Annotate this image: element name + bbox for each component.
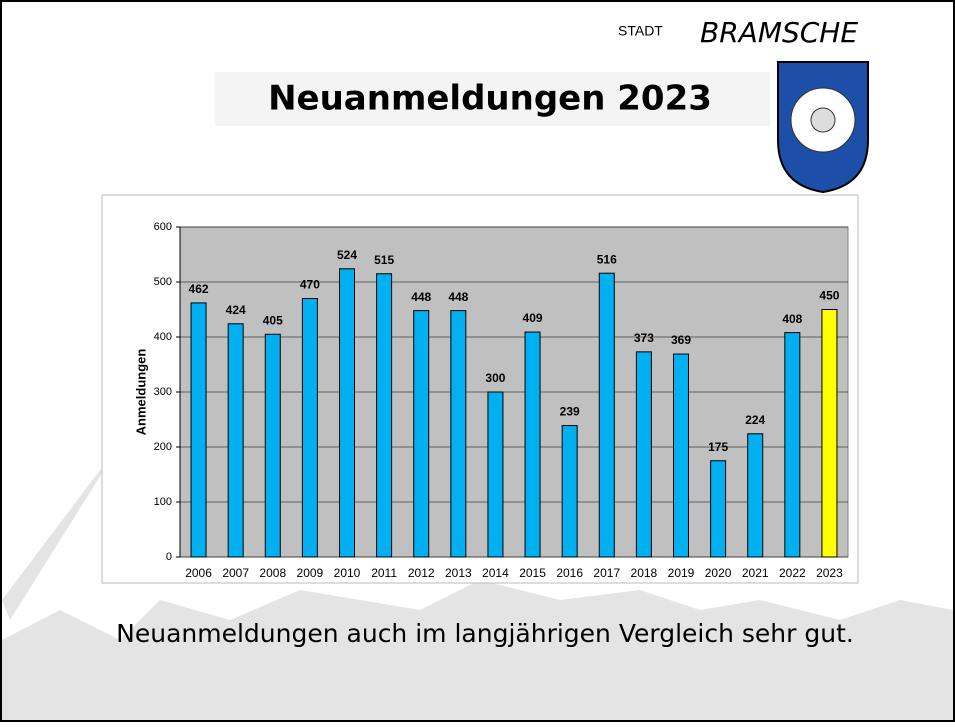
- x-tick-label: 2014: [482, 566, 509, 580]
- bar: [821, 309, 838, 558]
- data-label: 408: [782, 312, 802, 326]
- x-tick-label: 2007: [222, 566, 249, 580]
- y-tick-label: 600: [154, 221, 172, 233]
- data-label: 300: [485, 371, 505, 385]
- bar: [784, 332, 801, 558]
- data-label: 524: [337, 248, 357, 262]
- x-tick-label: 2021: [742, 566, 769, 580]
- x-tick-label: 2010: [334, 566, 361, 580]
- bar: [450, 310, 467, 558]
- y-axis-label: Anmeldungen: [133, 349, 148, 436]
- bar: [747, 433, 764, 558]
- data-label: 424: [226, 303, 246, 317]
- bar: [710, 460, 727, 558]
- x-tick-label: 2020: [705, 566, 732, 580]
- x-tick-label: 2018: [631, 566, 658, 580]
- x-tick-label: 2022: [779, 566, 806, 580]
- title-band: [215, 72, 770, 126]
- data-label: 239: [560, 405, 580, 419]
- x-tick-label: 2016: [556, 566, 583, 580]
- bar: [524, 331, 541, 558]
- bar: [339, 268, 355, 558]
- data-label: 515: [374, 253, 394, 267]
- data-label: 405: [263, 313, 283, 327]
- data-label: 224: [745, 413, 765, 427]
- bar: [413, 310, 430, 558]
- data-label: 450: [819, 289, 839, 303]
- x-tick-label: 2009: [297, 566, 324, 580]
- data-label: 369: [671, 333, 691, 347]
- x-tick-label: 2006: [185, 566, 212, 580]
- x-tick-label: 2008: [259, 566, 286, 580]
- y-tick-label: 400: [154, 331, 172, 343]
- bar: [376, 273, 393, 558]
- y-tick-label: 0: [166, 551, 172, 563]
- data-label: 409: [523, 311, 543, 325]
- caption: Neuanmeldungen auch im langjährigen Verg…: [116, 619, 854, 648]
- data-label: 470: [300, 278, 320, 292]
- data-label: 448: [448, 290, 468, 304]
- bar: [301, 298, 318, 558]
- bar: [190, 302, 207, 558]
- x-tick-label: 2023: [816, 566, 843, 580]
- logo-prefix: STADT: [618, 23, 663, 39]
- logo-shield: [777, 61, 869, 194]
- y-tick-label: 300: [154, 386, 172, 398]
- x-tick-label: 2013: [445, 566, 472, 580]
- x-tick-label: 2019: [668, 566, 695, 580]
- data-label: 175: [708, 440, 728, 454]
- background-sketch: [2, 470, 953, 720]
- bar: [673, 353, 689, 558]
- y-tick-label: 500: [154, 276, 172, 288]
- bar: [598, 272, 615, 558]
- data-label: 516: [597, 252, 617, 266]
- bar: [561, 425, 578, 558]
- x-tick-label: 2015: [519, 566, 546, 580]
- y-tick-label: 100: [154, 496, 172, 508]
- logo-name: BRAMSCHE: [700, 16, 858, 49]
- y-tick-label: 200: [154, 441, 172, 453]
- x-tick-label: 2017: [593, 566, 620, 580]
- bar: [635, 351, 652, 558]
- bar: [264, 333, 281, 558]
- bar: [487, 391, 504, 558]
- bar: [227, 323, 244, 558]
- x-tick-label: 2011: [371, 566, 397, 580]
- slide-title: Neuanmeldungen 2023: [268, 79, 712, 119]
- data-label: 462: [189, 282, 209, 296]
- x-tick-label: 2012: [408, 566, 435, 580]
- data-label: 373: [634, 331, 654, 345]
- data-label: 448: [411, 290, 431, 304]
